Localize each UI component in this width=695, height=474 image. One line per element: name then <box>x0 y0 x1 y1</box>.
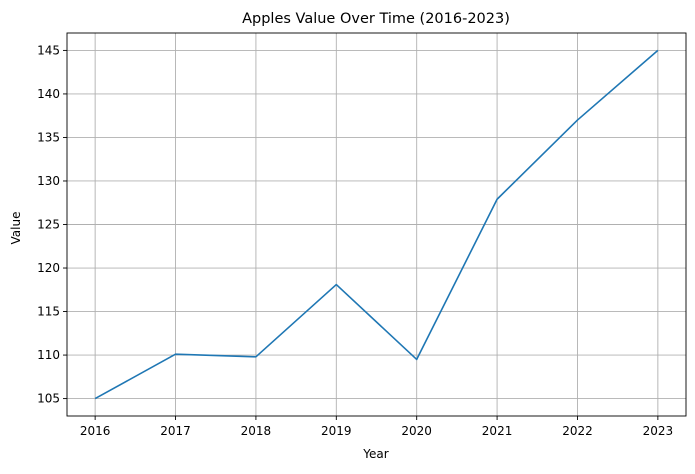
x-tick-label: 2022 <box>562 424 593 438</box>
x-tick-label: 2017 <box>160 424 191 438</box>
x-axis-label: Year <box>362 447 388 461</box>
y-tick-label: 125 <box>37 218 60 232</box>
y-tick-label: 120 <box>37 261 60 275</box>
y-axis-label: Value <box>9 212 23 245</box>
y-tick-label: 115 <box>37 305 60 319</box>
x-tick-label: 2021 <box>482 424 513 438</box>
x-tick-label: 2016 <box>80 424 111 438</box>
x-tick-label: 2018 <box>241 424 272 438</box>
y-tick-label: 105 <box>37 392 60 406</box>
x-tick-label: 2020 <box>401 424 432 438</box>
x-tick-label: 2019 <box>321 424 352 438</box>
y-tick-label: 130 <box>37 174 60 188</box>
y-tick-label: 135 <box>37 130 60 144</box>
y-tick-label: 145 <box>37 43 60 57</box>
x-tick-label: 2023 <box>643 424 674 438</box>
chart-title: Apples Value Over Time (2016-2023) <box>242 11 510 27</box>
y-tick-label: 140 <box>37 87 60 101</box>
y-tick-label: 110 <box>37 348 60 362</box>
